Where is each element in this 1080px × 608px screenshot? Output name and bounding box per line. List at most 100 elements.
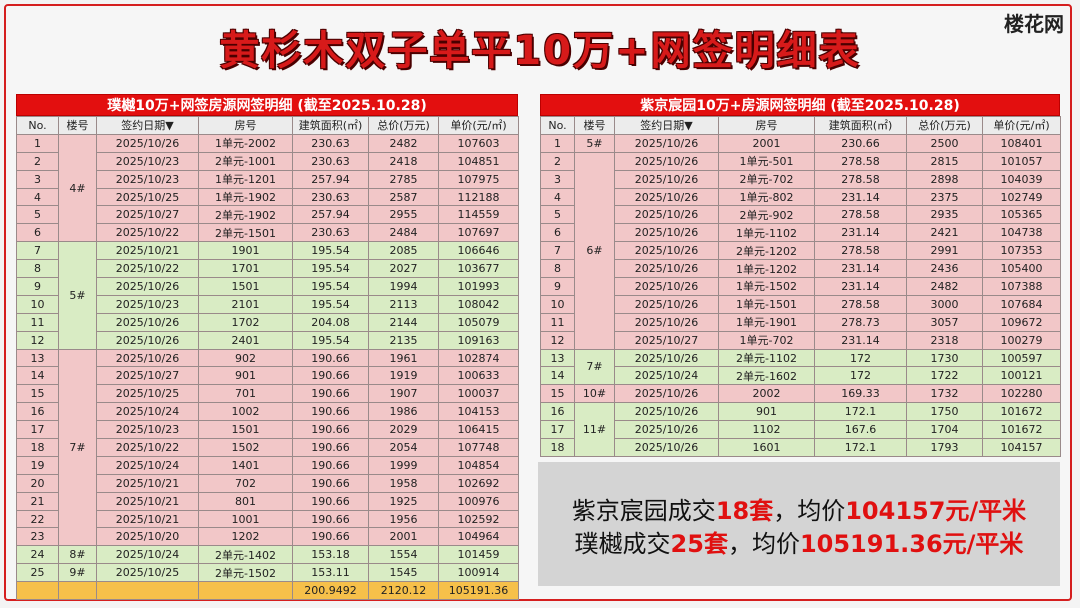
cell-unit: 2单元-1902 [198, 205, 293, 225]
table-row: 8 2025/10/26 1单元-1202 231.14 2436 105400 [540, 259, 1061, 279]
cell-date: 2025/10/26 [614, 312, 719, 332]
cell-no: 21 [16, 491, 59, 511]
summary-box: 紫京宸园成交18套，均价104157元/平米 璞樾成交25套，均价105191.… [538, 462, 1060, 586]
cell-area: 190.66 [292, 420, 369, 440]
table-row: 21 2025/10/21 801 190.66 1925 100976 [16, 491, 519, 511]
cell-unit-price: 104851 [438, 151, 519, 171]
col-header-no: No. [540, 116, 575, 135]
summary-puyue-count: 25套 [670, 530, 728, 558]
cell-unit: 1501 [198, 420, 293, 440]
cell-area: 230.63 [292, 223, 369, 243]
table-row: 5 2025/10/26 2单元-902 278.58 2935 105365 [540, 205, 1061, 225]
table-row: 25 9# 2025/10/25 2单元-1502 153.11 1545 100914 [16, 563, 519, 583]
cell-unit: 1002 [198, 402, 293, 422]
cell-total: 2500 [906, 133, 983, 153]
cell-unit-price: 104854 [438, 455, 519, 475]
cell-unit-price: 107388 [982, 277, 1061, 296]
cell-unit-price: 104738 [982, 223, 1061, 243]
cell-no: 1 [16, 133, 59, 153]
summary-zijing-price: 104157元/平米 [845, 497, 1027, 525]
cell-unit: 2单元-1502 [198, 563, 293, 583]
cell-total: 2054 [368, 438, 439, 457]
cell-area: 278.73 [814, 312, 907, 332]
cell-total: 1925 [368, 491, 439, 511]
cell-area: 257.94 [292, 205, 369, 225]
cell-area: 153.11 [292, 563, 369, 583]
cell-total: 1554 [368, 545, 439, 565]
cell-building: 6# [574, 151, 615, 350]
cell-unit-price: 105079 [438, 312, 519, 332]
cell-total: 1545 [368, 563, 439, 583]
cell-area: 231.14 [814, 259, 907, 279]
cell-unit-price: 100597 [982, 348, 1061, 368]
cell-date: 2025/10/23 [96, 294, 199, 314]
table-row: 18 2025/10/26 1601 172.1 1793 104157 [540, 438, 1061, 457]
cell-unit: 902 [198, 348, 293, 368]
cell-no: 8 [16, 259, 59, 279]
cell-unit: 1701 [198, 259, 293, 279]
cell-unit: 2单元-1501 [198, 223, 293, 243]
cell-area: 195.54 [292, 277, 369, 296]
cell-area: 153.18 [292, 545, 369, 565]
cell-unit-price: 108042 [438, 294, 519, 314]
cell-unit-price: 102280 [982, 384, 1061, 404]
cell-no: 15 [16, 384, 59, 404]
cell-total: 1919 [368, 366, 439, 386]
cell-unit-price: 102874 [438, 348, 519, 368]
cell-no: 14 [16, 366, 59, 386]
totals-empty-cell [96, 581, 199, 601]
cell-date: 2025/10/26 [614, 187, 719, 207]
cell-area: 190.66 [292, 527, 369, 547]
cell-date: 2025/10/26 [614, 205, 719, 225]
cell-unit: 2101 [198, 294, 293, 314]
cell-building: 7# [574, 348, 615, 386]
cell-date: 2025/10/26 [614, 277, 719, 296]
cell-total: 2113 [368, 294, 439, 314]
cell-unit: 2单元-1602 [718, 366, 815, 386]
cell-date: 2025/10/26 [96, 277, 199, 296]
cell-no: 13 [16, 348, 59, 368]
cell-area: 278.58 [814, 294, 907, 314]
totals-unit-price: 105191.36 [438, 581, 519, 601]
cell-total: 2815 [906, 151, 983, 171]
cell-area: 190.66 [292, 438, 369, 457]
table-row: 16 2025/10/24 1002 190.66 1986 104153 [16, 402, 519, 422]
cell-unit-price: 103677 [438, 259, 519, 279]
cell-date: 2025/10/20 [96, 527, 199, 547]
cell-area: 190.66 [292, 402, 369, 422]
col-header-date[interactable]: 签约日期▼ [614, 116, 719, 135]
cell-date: 2025/10/26 [96, 330, 199, 350]
totals-row: 200.9492 2120.12 105191.36 [16, 581, 519, 601]
cell-total: 2991 [906, 241, 983, 261]
summary-line-zijing: 紫京宸园成交18套，均价104157元/平米 [538, 495, 1060, 528]
cell-unit-price: 101459 [438, 545, 519, 565]
cell-unit-price: 109672 [982, 312, 1061, 332]
left-data-table: No. 楼号 签约日期▼ 房号 建筑面积(㎡) 总价(万元) 单价(元/㎡) 1… [16, 116, 519, 601]
cell-date: 2025/10/26 [96, 312, 199, 332]
table-row: 15 2025/10/25 701 190.66 1907 100037 [16, 384, 519, 404]
cell-unit-price: 101057 [982, 151, 1061, 171]
cell-date: 2025/10/22 [96, 438, 199, 457]
cell-date: 2025/10/22 [96, 259, 199, 279]
totals-empty-cell [16, 581, 59, 601]
cell-area: 278.58 [814, 205, 907, 225]
cell-unit-price: 102592 [438, 509, 519, 529]
cell-area: 231.14 [814, 277, 907, 296]
cell-total: 2785 [368, 169, 439, 189]
cell-area: 231.14 [814, 223, 907, 243]
cell-area: 195.54 [292, 241, 369, 261]
col-header-date[interactable]: 签约日期▼ [96, 116, 199, 135]
table-row: 15 10# 2025/10/26 2002 169.33 1732 102280 [540, 384, 1061, 404]
table-row: 3 2025/10/26 2单元-702 278.58 2898 104039 [540, 169, 1061, 189]
cell-date: 2025/10/26 [96, 133, 199, 153]
cell-area: 231.14 [814, 187, 907, 207]
table-row: 17 2025/10/26 1102 167.6 1704 101672 [540, 420, 1061, 440]
cell-unit-price: 102749 [982, 187, 1061, 207]
cell-no: 19 [16, 455, 59, 475]
cell-no: 3 [16, 169, 59, 189]
cell-area: 230.66 [814, 133, 907, 153]
cell-unit-price: 100279 [982, 330, 1061, 350]
cell-unit-price: 107697 [438, 223, 519, 243]
table-row: 4 2025/10/25 1单元-1902 230.63 2587 112188 [16, 187, 519, 207]
left-table-panel: 璞樾10万+网签房源网签明细 (截至2025.10.28) No. 楼号 签约日… [16, 94, 519, 601]
